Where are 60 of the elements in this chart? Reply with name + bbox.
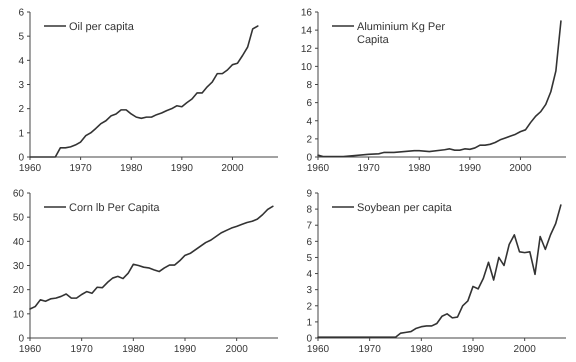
y-tick-label: 2	[306, 134, 312, 146]
x-tick-label: 1970	[357, 163, 380, 174]
y-tick-label: 0	[18, 334, 24, 344]
y-tick-label: 6	[18, 8, 24, 18]
y-tick-label: 9	[306, 188, 312, 200]
x-tick-label: 1980	[410, 344, 433, 355]
x-tick-label: 2000	[509, 163, 532, 174]
line-series	[29, 205, 274, 310]
x-tick-label: 2000	[226, 344, 248, 355]
x-tick-label: 1970	[69, 163, 92, 174]
x-tick-label: 1960	[306, 163, 330, 174]
legend-label: Corn lb Per Capita	[69, 202, 160, 214]
line-series	[317, 20, 562, 158]
x-tick-label: 2000	[514, 344, 536, 355]
y-tick-label: 4	[18, 56, 24, 67]
legend-label: Aluminium Kg Per Capita	[357, 20, 446, 46]
x-tick-label: 1970	[70, 344, 94, 355]
x-tick-label: 1960	[18, 344, 42, 355]
y-tick-label: 10	[12, 309, 24, 320]
x-tick-label: 2000	[221, 163, 244, 174]
y-tick-label: 5	[18, 32, 24, 43]
y-tick-label: 30	[12, 261, 24, 272]
x-tick-label: 1990	[170, 163, 194, 174]
x-tick-label: 1980	[120, 163, 143, 174]
y-tick-label: 8	[306, 204, 312, 216]
x-tick-label: 1980	[408, 163, 431, 174]
x-tick-label: 1990	[458, 163, 482, 174]
y-tick-label: 14	[300, 26, 312, 37]
y-tick-label: 0	[306, 152, 312, 164]
y-tick-label: 5	[306, 252, 312, 264]
x-tick-label: 1960	[18, 163, 42, 174]
y-tick-label: 4	[306, 269, 312, 280]
y-tick-label: 2	[18, 104, 24, 116]
y-tick-label: 1	[306, 317, 312, 328]
y-tick-label: 40	[12, 236, 24, 248]
y-tick-label: 2	[306, 301, 312, 312]
y-tick-label: 0	[18, 152, 24, 164]
y-tick-label: 3	[306, 285, 312, 296]
y-tick-label: 12	[300, 44, 312, 55]
y-tick-label: 6	[306, 236, 312, 248]
y-tick-label: 50	[12, 212, 24, 224]
y-tick-label: 3	[18, 80, 24, 91]
legend-label: Soybean per capita	[357, 202, 453, 214]
x-tick-label: 1960	[306, 344, 330, 355]
y-tick-label: 1	[18, 128, 24, 140]
y-tick-label: 4	[306, 116, 312, 128]
y-tick-label: 8	[306, 80, 312, 91]
x-tick-label: 1970	[358, 344, 382, 355]
x-tick-label: 1980	[122, 344, 145, 355]
y-tick-label: 16	[300, 8, 312, 18]
y-tick-label: 7	[306, 220, 312, 232]
legend-label: Oil per capita	[69, 20, 135, 33]
y-tick-label: 60	[12, 188, 24, 200]
line-series	[317, 204, 562, 338]
x-tick-label: 1990	[174, 344, 197, 355]
y-tick-label: 0	[306, 334, 312, 344]
y-tick-label: 6	[306, 98, 312, 110]
x-tick-label: 1990	[462, 344, 485, 355]
y-tick-label: 20	[12, 285, 24, 296]
y-tick-label: 10	[300, 62, 312, 73]
